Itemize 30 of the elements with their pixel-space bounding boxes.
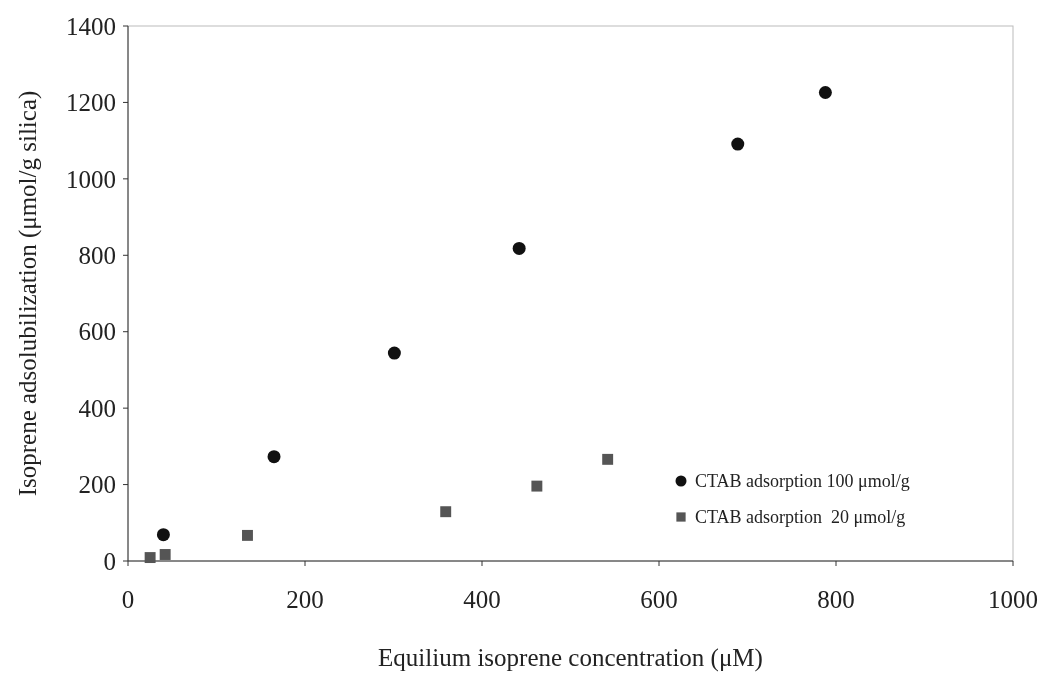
point (440, 506, 452, 518)
point (387, 346, 401, 360)
legend-label: CTAB adsorption 20 μmol/g (695, 507, 906, 528)
y-tick-label: 200 (78, 471, 116, 499)
x-tick-label: 600 (640, 586, 678, 613)
point (512, 241, 526, 255)
point (731, 137, 745, 151)
point (818, 85, 832, 99)
y-tick-label: 1000 (66, 165, 116, 193)
point (602, 453, 614, 465)
y-tick-label: 0 (103, 547, 116, 575)
y-tick-label: 1200 (66, 89, 116, 117)
y-tick-label: 1400 (66, 12, 116, 40)
y-axis-title: Isoprene adsolubilization (μmol/g silica) (14, 90, 42, 497)
legend-label: CTAB adsorption 100 μmol/g (695, 471, 910, 492)
x-tick-label: 200 (286, 586, 324, 613)
x-axis-title: Equilium isoprene concentration (μM) (378, 644, 763, 672)
y-tick-label: 800 (78, 242, 116, 270)
point (267, 450, 281, 464)
point (159, 549, 171, 560)
x-tick-label: 800 (817, 586, 855, 613)
x-tick-label: 0 (121, 586, 135, 613)
point (144, 552, 156, 564)
point (531, 480, 543, 492)
y-tick-label: 400 (78, 394, 116, 422)
point (242, 529, 253, 541)
x-tick-label: 1000 (988, 586, 1038, 613)
point (156, 528, 170, 542)
y-tick-label: 600 (78, 318, 116, 346)
x-tick-label: 400 (463, 586, 501, 613)
